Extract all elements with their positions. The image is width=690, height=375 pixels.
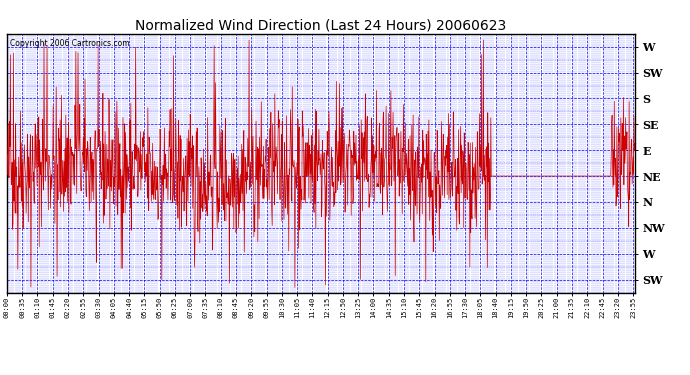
Text: Copyright 2006 Cartronics.com: Copyright 2006 Cartronics.com <box>10 39 130 48</box>
Title: Normalized Wind Direction (Last 24 Hours) 20060623: Normalized Wind Direction (Last 24 Hours… <box>135 19 506 33</box>
